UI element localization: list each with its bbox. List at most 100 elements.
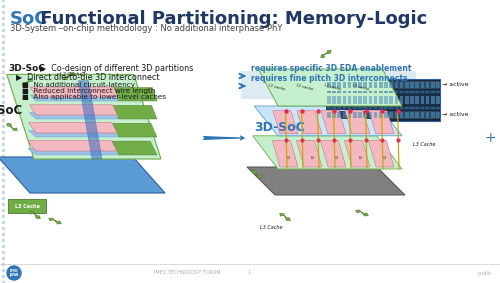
- Bar: [416, 96, 419, 104]
- Bar: [358, 82, 362, 88]
- Bar: [390, 82, 393, 88]
- Polygon shape: [28, 140, 119, 151]
- Bar: [358, 112, 362, 118]
- Bar: [416, 112, 419, 118]
- Bar: [426, 91, 430, 93]
- Bar: [410, 82, 414, 88]
- Bar: [394, 112, 398, 118]
- Text: public: public: [477, 271, 492, 275]
- Text: L3 Cache: L3 Cache: [14, 203, 40, 209]
- Bar: [436, 82, 440, 88]
- Bar: [400, 112, 404, 118]
- Text: Functional Partitioning: Memory-Logic: Functional Partitioning: Memory-Logic: [34, 10, 427, 28]
- Text: ▶  Co-design of different 3D partitions: ▶ Co-design of different 3D partitions: [40, 64, 193, 73]
- Polygon shape: [321, 111, 346, 134]
- Bar: [327, 82, 330, 88]
- Polygon shape: [22, 78, 33, 86]
- Polygon shape: [78, 81, 102, 159]
- Text: requires specific 3D EDA enablement: requires specific 3D EDA enablement: [251, 64, 412, 73]
- Bar: [410, 96, 414, 104]
- Polygon shape: [356, 210, 368, 216]
- Text: ■  Also applicable to lower-level caches: ■ Also applicable to lower-level caches: [22, 94, 166, 100]
- Text: L2 cache: L2 cache: [296, 83, 314, 91]
- Bar: [332, 96, 336, 104]
- Text: L2: L2: [311, 156, 315, 160]
- Text: IMEC TECHNOLOGY FORUM: IMEC TECHNOLOGY FORUM: [154, 271, 220, 275]
- Bar: [348, 91, 352, 93]
- Bar: [326, 90, 439, 94]
- Polygon shape: [345, 111, 370, 134]
- Bar: [338, 96, 341, 104]
- Text: requires fine pitch 3D interconnects: requires fine pitch 3D interconnects: [251, 74, 408, 83]
- Text: L2: L2: [335, 156, 339, 160]
- Polygon shape: [30, 113, 119, 119]
- Bar: [405, 96, 408, 104]
- Bar: [384, 82, 388, 88]
- Bar: [431, 107, 434, 109]
- Polygon shape: [321, 50, 331, 58]
- Bar: [353, 96, 356, 104]
- Text: L3 Cache: L3 Cache: [413, 142, 436, 147]
- Bar: [327, 107, 330, 109]
- Bar: [426, 107, 430, 109]
- Bar: [394, 96, 398, 104]
- Bar: [405, 112, 408, 118]
- Bar: [410, 91, 414, 93]
- Bar: [410, 112, 414, 118]
- Bar: [379, 91, 382, 93]
- Text: L2 cache: L2 cache: [352, 83, 370, 91]
- Bar: [368, 96, 372, 104]
- Bar: [348, 96, 352, 104]
- Text: 3D-System –on-chip methodology : No additional interphase PhY: 3D-System –on-chip methodology : No addi…: [10, 24, 282, 33]
- Polygon shape: [280, 213, 290, 221]
- Bar: [326, 95, 439, 105]
- Bar: [410, 107, 414, 109]
- Bar: [426, 82, 430, 88]
- Polygon shape: [247, 167, 405, 195]
- Bar: [332, 91, 336, 93]
- Bar: [338, 112, 341, 118]
- Polygon shape: [30, 95, 119, 101]
- Polygon shape: [273, 111, 298, 134]
- Bar: [327, 96, 330, 104]
- Bar: [348, 112, 352, 118]
- Polygon shape: [114, 105, 157, 119]
- Bar: [374, 82, 378, 88]
- Bar: [368, 107, 372, 109]
- Bar: [416, 107, 419, 109]
- Text: 3D-SoC: 3D-SoC: [8, 64, 45, 73]
- Bar: [405, 82, 408, 88]
- Bar: [394, 91, 398, 93]
- Bar: [426, 96, 430, 104]
- Text: L3 Cache: L3 Cache: [260, 225, 282, 230]
- Bar: [326, 106, 439, 110]
- Bar: [332, 82, 336, 88]
- Bar: [379, 96, 382, 104]
- Polygon shape: [113, 123, 157, 137]
- Bar: [379, 112, 382, 118]
- Polygon shape: [7, 74, 161, 159]
- Bar: [431, 112, 434, 118]
- Bar: [420, 112, 424, 118]
- Polygon shape: [7, 123, 17, 131]
- Text: → active: → active: [442, 113, 468, 117]
- Bar: [364, 82, 367, 88]
- Bar: [390, 91, 393, 93]
- Polygon shape: [0, 157, 165, 193]
- Text: L2: L2: [359, 156, 363, 160]
- Bar: [384, 112, 388, 118]
- Bar: [338, 107, 341, 109]
- Polygon shape: [30, 211, 40, 219]
- Bar: [332, 107, 336, 109]
- Bar: [338, 91, 341, 93]
- Bar: [390, 112, 393, 118]
- Bar: [342, 112, 346, 118]
- Bar: [384, 107, 388, 109]
- Bar: [358, 96, 362, 104]
- Bar: [374, 91, 378, 93]
- Bar: [327, 91, 330, 93]
- Circle shape: [7, 266, 21, 280]
- Bar: [353, 107, 356, 109]
- Text: 2D-SoC: 2D-SoC: [0, 104, 22, 117]
- Bar: [436, 91, 440, 93]
